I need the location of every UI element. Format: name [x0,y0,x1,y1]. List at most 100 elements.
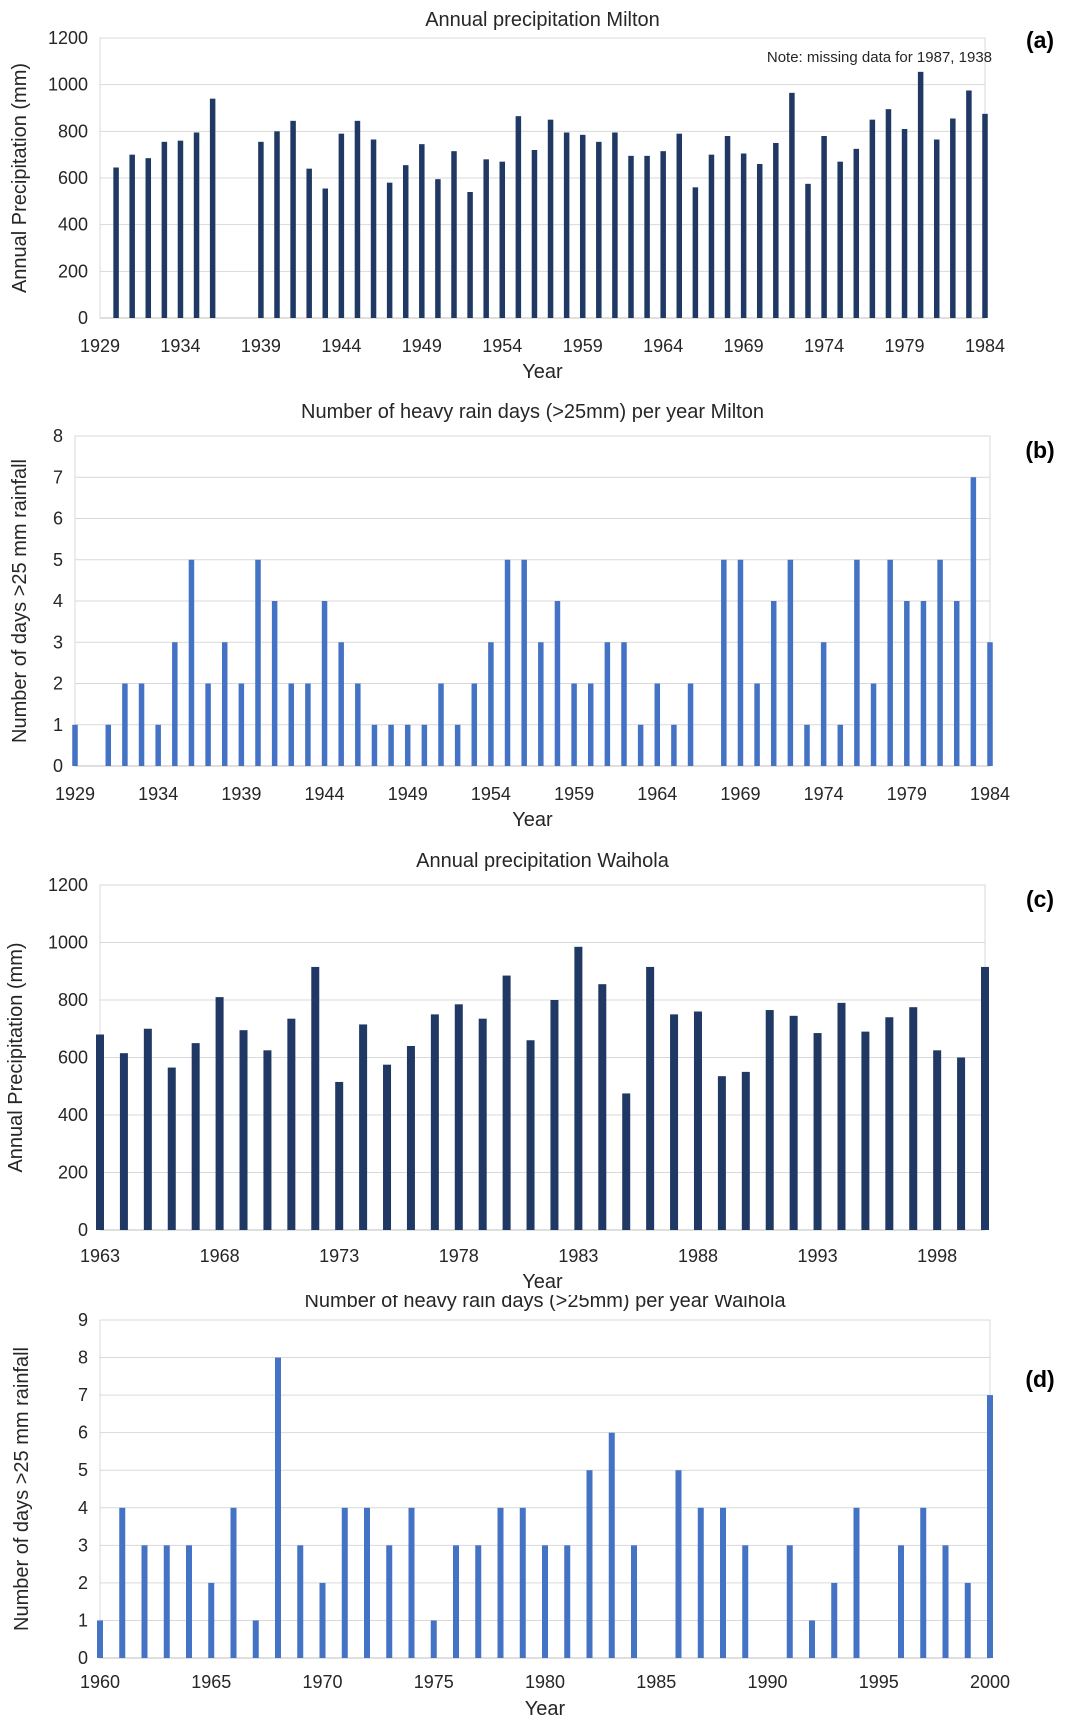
bar-1990 [741,1071,750,1230]
y-tick-label: 1 [53,715,63,735]
y-tick-label: 5 [78,1460,88,1480]
bar-1932 [122,683,128,766]
bar-1976 [406,1046,415,1230]
bar-1943 [322,188,329,318]
bar-1970 [756,164,763,318]
bar-1972 [311,966,320,1230]
x-tick-label: 1984 [965,336,1005,356]
y-tick-label: 4 [78,1498,88,1518]
y-tick-label: 6 [78,1423,88,1443]
bar-1967 [191,1043,200,1230]
bar-1949 [404,724,411,766]
y-tick-label: 1 [78,1610,88,1630]
bar-1944 [338,133,345,318]
bar-1971 [770,601,777,766]
bar-1969 [740,153,747,318]
x-tick-label: 1979 [887,784,927,804]
bar-1944 [321,601,328,766]
bar-1960 [97,1620,103,1658]
bar-1961 [612,132,618,318]
bar-1966 [230,1507,237,1658]
bar-1980 [542,1545,548,1658]
bar-1934 [177,140,184,318]
bar-1966 [692,187,699,318]
bar-1967 [252,1620,259,1658]
bar-1942 [306,168,312,318]
bar-1966 [167,1067,176,1230]
bar-1962 [628,155,634,318]
bar-1943 [305,683,311,766]
bar-1988 [693,1011,702,1230]
bar-1975 [383,1064,392,1230]
bar-1982 [953,601,960,766]
bar-1945 [338,642,344,766]
bar-1938 [221,642,228,766]
bar-1972 [364,1507,370,1658]
bar-1963 [637,724,644,766]
y-tick-label: 1000 [48,75,88,95]
chart-panel-b: 0 1 2 3 4 5 6 7 8 1929 1934 1939 1944 1949 1954 1959 196… [0,396,1081,846]
bar-1935 [193,132,200,318]
bar-2000 [987,1395,993,1658]
y-tick-label: 3 [53,632,63,652]
x-tick-label: 1993 [798,1246,838,1266]
bar-1965 [208,1582,215,1658]
bar-1989 [717,1076,726,1230]
x-tick-label: 1939 [241,336,281,356]
bar-1968 [215,997,224,1230]
x-axis-label: Year [522,361,563,383]
y-tick-label: 0 [78,308,88,328]
y-tick-label: 600 [58,168,88,188]
bar-1983 [966,90,972,318]
x-tick-label: 1934 [160,336,200,356]
y-tick-label: 400 [58,1105,88,1125]
y-tick-label: 0 [78,1648,88,1668]
panel-label: (c) [1026,886,1054,912]
bar-1949 [419,144,425,318]
bar-1987 [697,1507,704,1658]
bar-1976 [453,1545,459,1658]
x-tick-label: 1969 [724,336,764,356]
bar-1956 [531,150,538,318]
x-tick-label: 1985 [636,1672,676,1692]
y-tick-label: 5 [53,550,63,570]
x-tick-label: 1929 [55,784,95,804]
chart-panel-a: 0 200 400 600 800 1000 1200 1929 1934 1939 1944 194… [0,0,1081,410]
bar-1969 [239,1030,248,1230]
x-tick-label: 1973 [319,1246,359,1266]
bar-1964 [654,683,661,766]
bar-1963 [644,155,650,318]
bar-1983 [608,1432,615,1658]
bar-1981 [526,1040,535,1230]
bar-1931 [105,724,112,766]
bar-1945 [354,120,361,318]
bar-1981 [933,139,940,318]
bar-1989 [742,1545,749,1658]
y-tick-label: 200 [58,261,88,281]
y-tick-label: 8 [78,1348,88,1368]
bar-1994 [837,1002,846,1230]
chart-title: Number of heavy rain days (>25mm) per ye… [301,401,764,423]
bar-1953 [483,159,489,318]
bar-1958 [554,601,561,766]
bar-1929 [72,724,78,766]
bar-1939 [238,683,245,766]
bar-1972 [787,559,794,766]
bar-1956 [521,559,527,766]
x-tick-label: 1939 [221,784,261,804]
x-tick-label: 1983 [558,1246,598,1266]
x-tick-label: 1934 [138,784,178,804]
x-tick-label: 1984 [970,784,1010,804]
bar-1930 [113,167,119,318]
bar-1978 [887,559,893,766]
bar-1940 [274,131,280,318]
y-tick-label: 7 [53,467,63,487]
x-tick-label: 1970 [302,1672,342,1692]
bar-1965 [671,724,677,766]
x-tick-label: 1975 [414,1672,454,1692]
bar-1950 [421,724,428,766]
x-tick-label: 1959 [563,336,603,356]
bar-1980 [917,71,924,318]
bar-1962 [141,1545,148,1658]
chart-panel-d: 0 1 2 3 4 5 6 7 8 9 1960 1965 1970 1975 1980 1985 1990 19… [0,1295,1081,1724]
